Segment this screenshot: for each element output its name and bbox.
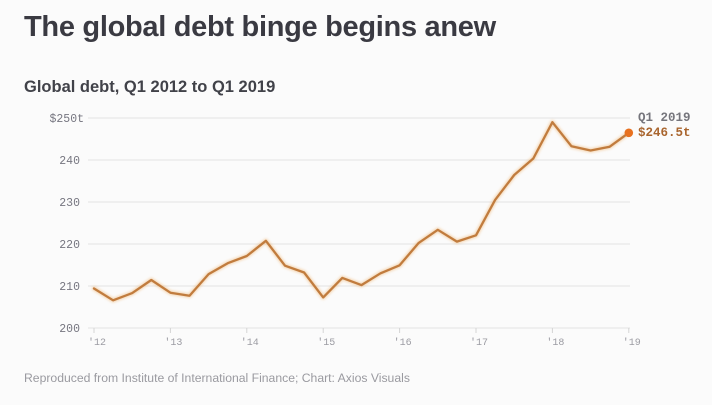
svg-text:210: 210 bbox=[59, 281, 80, 294]
svg-text:'16: '16 bbox=[394, 337, 412, 349]
svg-text:220: 220 bbox=[59, 239, 80, 252]
svg-text:200: 200 bbox=[59, 323, 80, 336]
svg-text:240: 240 bbox=[59, 155, 80, 168]
svg-text:'18: '18 bbox=[546, 337, 564, 349]
svg-text:'12: '12 bbox=[88, 337, 106, 349]
svg-text:230: 230 bbox=[59, 197, 80, 210]
svg-text:'17: '17 bbox=[470, 337, 488, 349]
svg-text:'14: '14 bbox=[241, 337, 259, 349]
svg-text:'13: '13 bbox=[164, 337, 182, 349]
svg-text:$250t: $250t bbox=[49, 113, 84, 126]
svg-text:'15: '15 bbox=[317, 337, 335, 349]
svg-text:'19: '19 bbox=[623, 337, 641, 349]
